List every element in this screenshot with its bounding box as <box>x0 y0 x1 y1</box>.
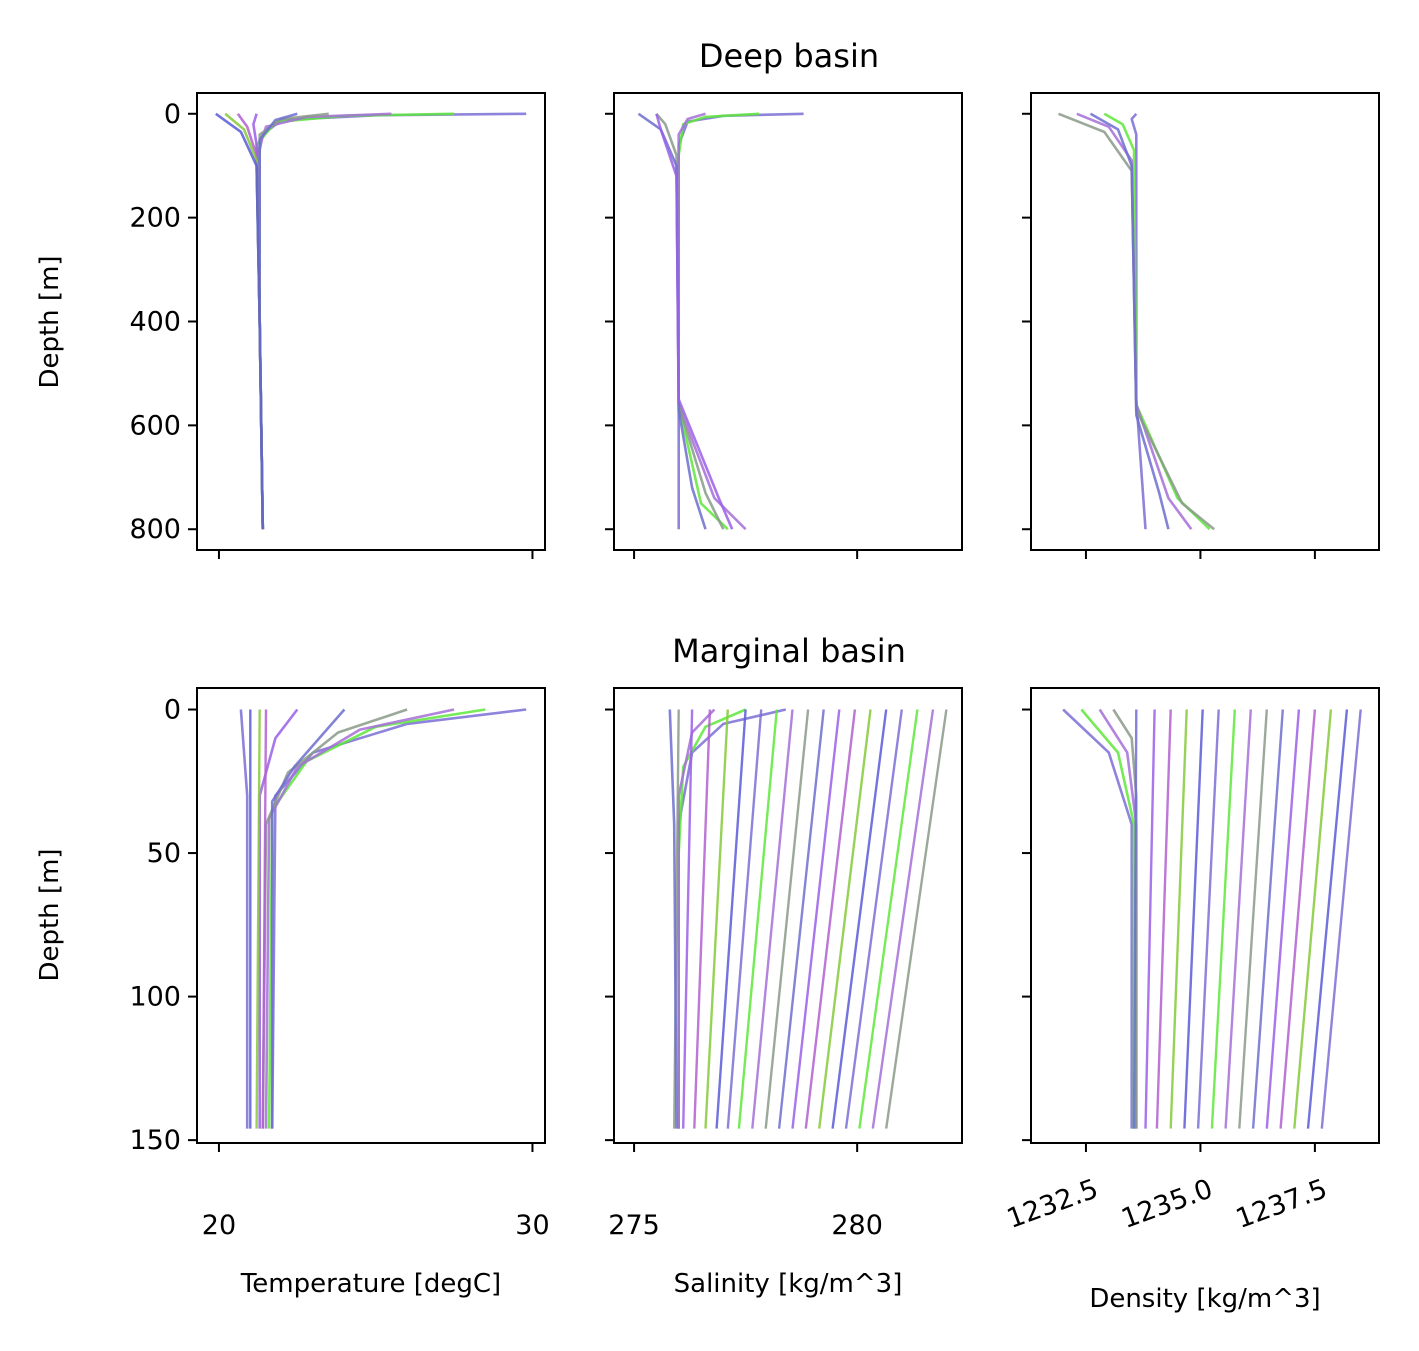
series-line <box>1062 708 1133 1129</box>
series-line <box>1238 709 1268 1129</box>
y-tick-label: 0 <box>164 99 181 130</box>
series-line <box>255 112 527 530</box>
series-line <box>258 112 329 530</box>
series-line <box>1089 112 1170 530</box>
x-tick-label: 20 <box>202 1210 236 1241</box>
series-group-deep-salinity <box>637 112 804 531</box>
x-tick-label: 1232.5 <box>1003 1173 1102 1234</box>
series-line <box>270 708 346 1129</box>
series-line <box>1169 709 1188 1129</box>
series-line <box>1130 112 1147 530</box>
series-line <box>844 709 903 1129</box>
series-line <box>693 709 712 1129</box>
series-line <box>239 709 249 1129</box>
x-tick-label: 280 <box>831 1210 883 1241</box>
x-tick-label: 30 <box>515 1210 549 1241</box>
title-deep-basin: Deep basin <box>699 37 879 75</box>
series-group-deep-density <box>1058 112 1216 531</box>
series-line <box>258 708 299 1129</box>
series-line <box>637 112 707 530</box>
y-tick-label: 150 <box>129 1125 181 1156</box>
x-axis-label-density: Density [kg/m^3] <box>1089 1284 1320 1314</box>
axes-frame <box>1030 687 1380 1144</box>
series-line <box>270 708 527 1129</box>
series-line <box>1196 709 1220 1129</box>
series-line <box>1080 708 1136 1129</box>
y-tick-label: 800 <box>129 514 181 545</box>
series-line <box>261 709 268 1129</box>
series-line <box>1320 709 1362 1129</box>
series-line <box>1265 709 1301 1129</box>
series-line <box>255 112 455 530</box>
series-line <box>715 709 747 1129</box>
series-line <box>668 709 678 1129</box>
series-line <box>1183 709 1204 1129</box>
series-line <box>682 709 694 1129</box>
axes-frame <box>613 92 963 551</box>
series-line <box>255 112 392 530</box>
x-axis-label-temperature: Temperature [degC] <box>240 1269 501 1299</box>
y-tick-label: 400 <box>129 307 181 338</box>
series-line <box>818 709 872 1129</box>
x-tick-label: 1235.0 <box>1117 1173 1216 1234</box>
series-line <box>1293 709 1333 1129</box>
y-tick-label: 200 <box>129 203 181 234</box>
series-line <box>831 709 888 1129</box>
series-line <box>764 709 810 1129</box>
title-marginal-basin: Marginal basin <box>672 632 906 670</box>
series-line <box>1132 709 1138 1129</box>
y-axis-label-marginal: Depth [m] <box>35 848 65 981</box>
series-line <box>726 709 763 1129</box>
series-line <box>655 112 725 530</box>
series-line <box>885 709 948 1129</box>
series-group-deep-temperature <box>215 112 527 530</box>
y-axis-label-deep: Depth [m] <box>35 255 65 388</box>
series-line <box>1210 709 1236 1129</box>
series-line <box>255 709 261 1129</box>
series-line <box>1155 709 1172 1129</box>
axes-frame <box>196 92 546 551</box>
series-line <box>704 709 729 1129</box>
series-line <box>791 709 841 1129</box>
series-line <box>858 709 919 1129</box>
series-line <box>751 709 794 1129</box>
series-group-marginal-density <box>1062 708 1362 1129</box>
series-line <box>804 709 857 1129</box>
series-line <box>264 708 455 1129</box>
series-line <box>1144 709 1156 1129</box>
series-line <box>258 112 298 530</box>
series-group-marginal-temperature <box>239 708 527 1129</box>
x-axis-label-salinity: Salinity [kg/m^3] <box>674 1269 903 1299</box>
series-line <box>1251 709 1284 1129</box>
y-tick-label: 50 <box>147 838 181 869</box>
x-tick-label: 275 <box>608 1210 660 1241</box>
y-tick-label: 100 <box>129 982 181 1013</box>
series-line <box>261 708 408 1129</box>
series-line <box>677 112 760 531</box>
series-group-marginal-salinity <box>668 708 948 1129</box>
series-line <box>677 708 716 1129</box>
series-line <box>871 709 935 1129</box>
x-tick-label: 1237.5 <box>1232 1173 1331 1234</box>
y-tick-label: 600 <box>129 410 181 441</box>
series-line <box>1224 709 1252 1129</box>
series-line <box>737 709 778 1129</box>
series-line <box>267 708 486 1129</box>
y-tick-label: 0 <box>164 695 181 726</box>
series-line <box>777 709 825 1129</box>
series-line <box>1279 709 1317 1129</box>
series-line <box>1112 708 1138 1129</box>
series-line <box>655 113 734 530</box>
series-line <box>215 112 265 530</box>
axes-frame <box>1030 92 1380 551</box>
series-line <box>1306 709 1349 1129</box>
axes-frame <box>613 687 963 1144</box>
axes-frame <box>196 687 546 1144</box>
